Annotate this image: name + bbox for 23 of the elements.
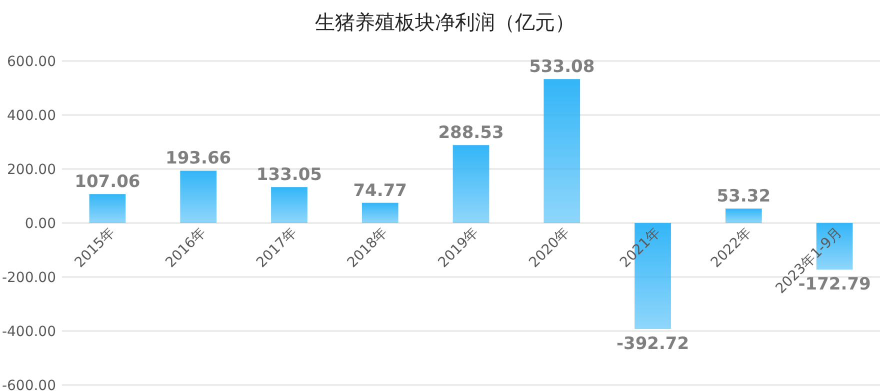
bar — [362, 202, 398, 223]
bar — [180, 170, 217, 223]
data-label: 533.08 — [529, 57, 595, 78]
y-tick-label: 400.00 — [7, 108, 56, 124]
y-tick-label: 600.00 — [7, 54, 56, 70]
y-tick-label: -600.00 — [2, 378, 56, 391]
bar — [271, 187, 308, 223]
data-label: 193.66 — [166, 148, 232, 169]
y-tick-label: 0.00 — [24, 216, 56, 232]
data-label: 288.53 — [438, 123, 504, 144]
bar — [544, 79, 580, 223]
data-label: 107.06 — [74, 172, 140, 192]
chart-title: 生猪养殖板块净利润（亿元） — [315, 10, 575, 34]
bar — [89, 194, 126, 223]
y-tick-label: -400.00 — [2, 324, 56, 340]
bar — [452, 145, 490, 223]
data-label: 133.05 — [256, 165, 322, 186]
y-tick-label: -200.00 — [2, 270, 56, 286]
bar — [725, 208, 762, 223]
data-label: -392.72 — [616, 334, 690, 354]
data-label: 74.77 — [353, 180, 407, 201]
data-label: 53.32 — [716, 186, 771, 207]
y-tick-label: 200.00 — [7, 162, 56, 178]
